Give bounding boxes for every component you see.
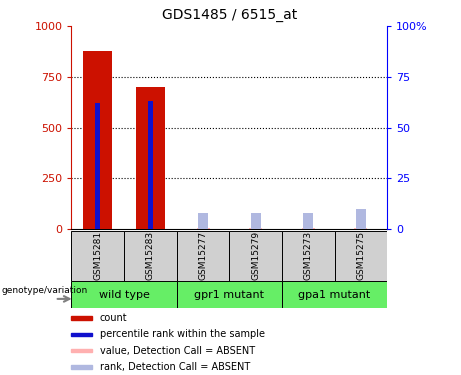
Bar [71,365,92,369]
Bar [71,231,124,281]
Bar [136,87,165,229]
Text: GSM15283: GSM15283 [146,231,155,280]
Bar [83,51,112,229]
Bar [249,228,262,229]
Text: gpr1 mutant: gpr1 mutant [195,290,264,300]
Bar [71,281,177,308]
Bar [251,213,261,229]
Text: GSM15273: GSM15273 [304,231,313,280]
Text: count: count [100,313,128,323]
Bar [95,103,100,229]
Bar [177,231,229,281]
Bar [229,231,282,281]
Bar [124,231,177,281]
Text: GSM15275: GSM15275 [356,231,366,280]
Bar [355,228,367,229]
Bar [148,101,153,229]
Text: genotype/variation: genotype/variation [1,286,88,295]
Bar [356,209,366,229]
Bar [303,213,313,229]
Text: GSM15279: GSM15279 [251,231,260,280]
Text: GSM15277: GSM15277 [199,231,207,280]
Bar [71,333,92,336]
Text: gpa1 mutant: gpa1 mutant [298,290,371,300]
Bar [302,228,315,229]
Text: wild type: wild type [99,290,149,300]
Text: rank, Detection Call = ABSENT: rank, Detection Call = ABSENT [100,362,250,372]
Text: value, Detection Call = ABSENT: value, Detection Call = ABSENT [100,346,255,355]
Bar [196,228,210,229]
Text: GSM15281: GSM15281 [93,231,102,280]
Bar [282,231,335,281]
Bar [198,213,208,229]
Bar [71,316,92,320]
Title: GDS1485 / 6515_at: GDS1485 / 6515_at [162,9,297,22]
Bar [177,281,282,308]
Bar [71,349,92,352]
Bar [335,231,387,281]
Bar [282,281,387,308]
Text: percentile rank within the sample: percentile rank within the sample [100,330,265,339]
